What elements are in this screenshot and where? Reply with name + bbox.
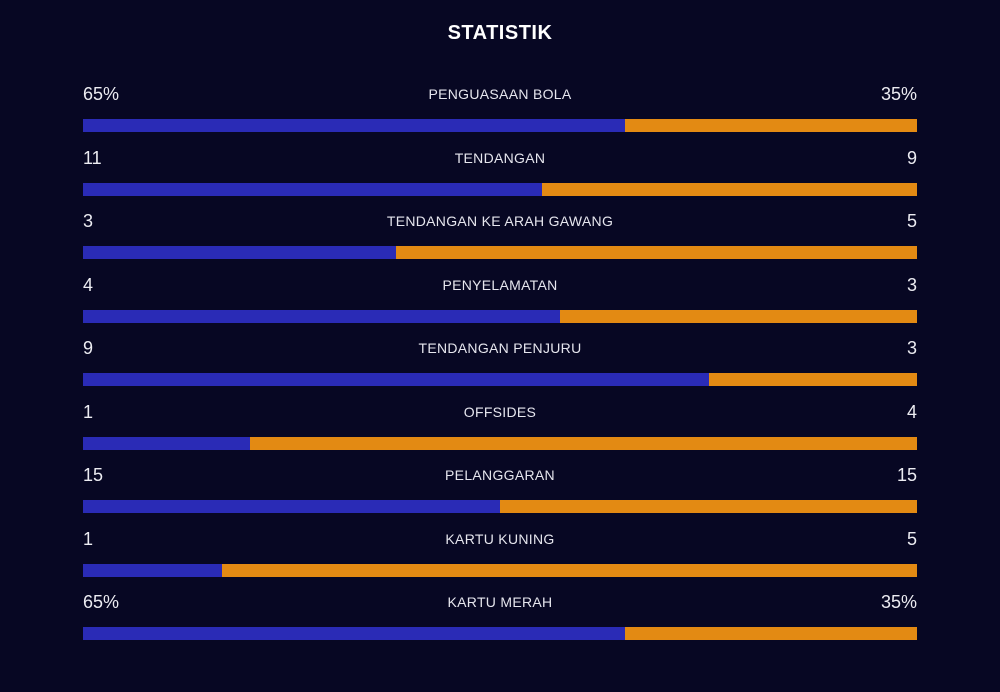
stat-row-header: 9 TENDANGAN PENJURU 3 — [83, 332, 917, 364]
stats-list: 65% PENGUASAAN BOLA 35% 11 TENDANGAN 9 3 TENDAN… — [83, 78, 917, 650]
stat-row: 4 PENYELAMATAN 3 — [83, 269, 917, 333]
stat-label: KARTU MERAH — [447, 594, 553, 610]
comparison-bar — [83, 563, 917, 577]
away-value: 3 — [906, 338, 917, 358]
stat-row-header: 3 TENDANGAN KE ARAH GAWANG 5 — [83, 205, 917, 237]
stat-row-header: 11 TENDANGAN 9 — [83, 142, 917, 174]
comparison-bar — [83, 500, 917, 513]
home-bar-fill — [83, 309, 560, 323]
stat-label: TENDANGAN — [454, 149, 546, 166]
stat-row: 9 TENDANGAN PENJURU 3 — [83, 332, 917, 396]
stat-label: PENYELAMATAN — [442, 276, 558, 293]
home-bar-fill — [83, 627, 626, 640]
away-value: 3 — [906, 274, 917, 295]
away-value: 15 — [896, 465, 917, 485]
comparison-bar — [83, 309, 917, 323]
comparison-bar — [83, 182, 917, 196]
stat-label: TENDANGAN PENJURU — [418, 340, 582, 356]
stat-label: TENDANGAN KE ARAH GAWANG — [386, 213, 614, 229]
home-bar-fill — [83, 563, 223, 577]
home-value: 1 — [83, 528, 94, 549]
comparison-bar — [83, 373, 917, 386]
stat-row-header: 1 KARTU KUNING 5 — [83, 523, 917, 555]
home-value: 3 — [83, 211, 94, 231]
comparison-bar — [83, 119, 917, 132]
home-value: 9 — [83, 338, 94, 358]
home-bar-fill — [83, 373, 709, 386]
comparison-bar — [83, 627, 917, 640]
stat-row-header: 65% PENGUASAAN BOLA 35% — [83, 78, 917, 110]
away-value: 5 — [906, 528, 917, 549]
stat-row: 3 TENDANGAN KE ARAH GAWANG 5 — [83, 205, 917, 269]
home-value: 11 — [83, 147, 102, 168]
home-value: 1 — [83, 401, 94, 422]
home-bar-fill — [83, 246, 396, 259]
home-bar-fill — [83, 182, 542, 196]
home-value: 4 — [83, 274, 94, 295]
stat-row: 11 TENDANGAN 9 — [83, 142, 917, 206]
stat-row: 1 OFFSIDES 4 — [83, 396, 917, 460]
away-value: 35% — [880, 84, 917, 104]
home-bar-fill — [83, 119, 626, 132]
away-value: 5 — [906, 211, 917, 231]
stat-row: 15 PELANGGARAN 15 — [83, 459, 917, 523]
home-bar-fill — [83, 436, 250, 450]
stat-row-header: 15 PELANGGARAN 15 — [83, 459, 917, 491]
home-bar-fill — [83, 500, 500, 513]
away-value: 4 — [906, 401, 917, 422]
stat-label: KARTU KUNING — [445, 530, 555, 547]
away-value: 35% — [880, 592, 917, 612]
stat-label: OFFSIDES — [463, 403, 537, 420]
stat-row: 65% PENGUASAAN BOLA 35% — [83, 78, 917, 142]
stat-row-header: 4 PENYELAMATAN 3 — [83, 269, 917, 301]
stat-label: PENGUASAAN BOLA — [428, 86, 572, 102]
comparison-bar — [83, 246, 917, 259]
stat-row: 1 KARTU KUNING 5 — [83, 523, 917, 587]
away-value: 9 — [906, 147, 917, 168]
stat-row-header: 1 OFFSIDES 4 — [83, 396, 917, 428]
stat-row-header: 65% KARTU MERAH 35% — [83, 586, 917, 618]
home-value: 65% — [83, 592, 120, 612]
stats-title: STATISTIK — [447, 22, 553, 44]
stat-row: 65% KARTU MERAH 35% — [83, 586, 917, 650]
home-value: 15 — [83, 465, 104, 485]
comparison-bar — [83, 436, 917, 450]
stat-label: PELANGGARAN — [445, 467, 555, 483]
home-value: 65% — [83, 84, 120, 104]
